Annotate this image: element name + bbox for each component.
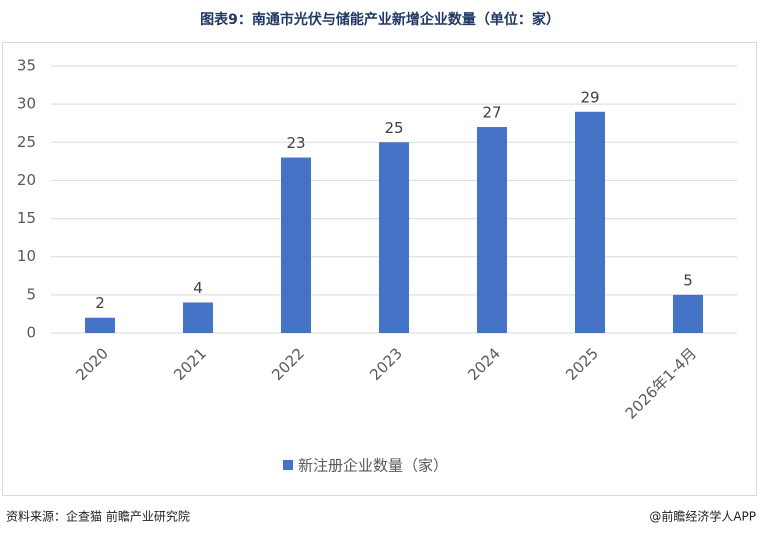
bar <box>379 142 409 333</box>
data-label: 23 <box>286 134 305 152</box>
data-label: 29 <box>580 88 599 106</box>
y-tick-label: 20 <box>17 171 36 189</box>
x-tick-label: 2025 <box>562 344 602 384</box>
y-tick-label: 25 <box>17 133 36 151</box>
y-tick-label: 0 <box>26 324 36 342</box>
bar <box>281 157 311 333</box>
x-tick-label: 2021 <box>170 344 210 384</box>
data-label: 2 <box>95 294 105 312</box>
x-tick-label: 2026年1-4月 <box>622 344 700 422</box>
y-tick-label: 5 <box>26 285 36 303</box>
source: 资料来源：企查猫 前瞻产业研究院 <box>6 509 190 524</box>
x-tick-label: 2024 <box>464 344 504 384</box>
data-label: 27 <box>482 104 501 122</box>
chart-frame <box>2 42 757 496</box>
bar <box>183 302 213 333</box>
y-tick-label: 15 <box>17 209 36 227</box>
bar <box>477 127 507 334</box>
legend-label: 新注册企业数量（家） <box>298 457 448 475</box>
data-label: 4 <box>193 279 203 297</box>
chart-title: 图表9：南通市光伏与储能产业新增企业数量（单位：家） <box>200 11 560 28</box>
credit: @前瞻经济学人APP <box>649 509 756 524</box>
bar <box>673 294 703 333</box>
x-tick-label: 2023 <box>366 344 406 384</box>
bar <box>575 111 605 334</box>
x-tick-label: 2022 <box>268 344 308 384</box>
y-tick-label: 10 <box>17 247 36 265</box>
legend-swatch <box>283 460 293 470</box>
data-label: 5 <box>683 271 693 289</box>
bar <box>85 317 115 333</box>
x-tick-label: 2020 <box>72 344 112 384</box>
y-tick-label: 35 <box>17 57 36 75</box>
data-label: 25 <box>384 119 403 137</box>
y-tick-label: 30 <box>17 95 36 113</box>
